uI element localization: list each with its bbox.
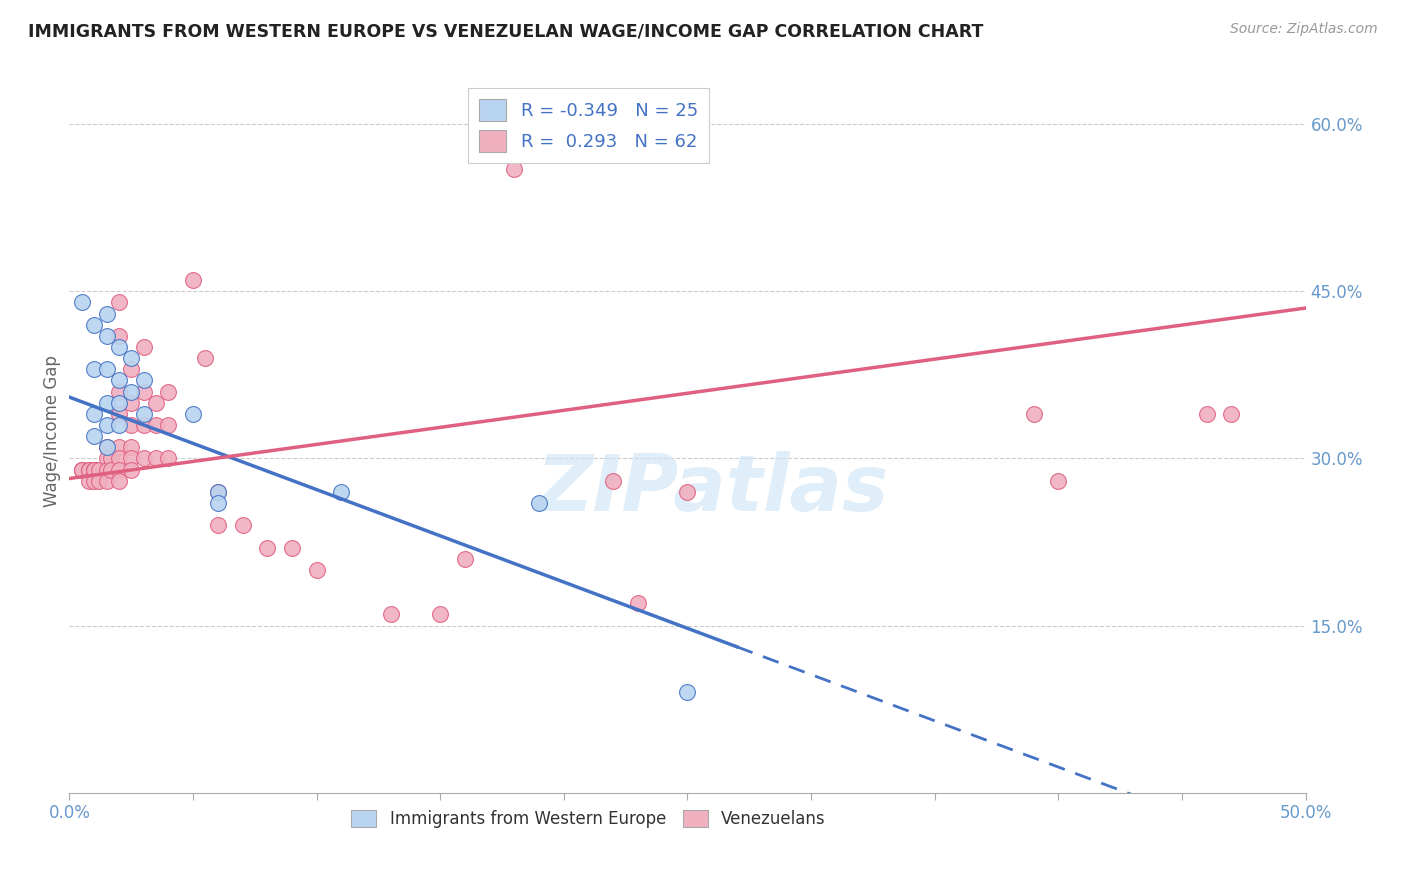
Point [1047,474,1070,488]
Point [108,462,131,476]
Point [87,462,110,476]
Point [132,451,155,466]
Point [70,462,93,476]
Point [120,417,142,432]
Point [676,685,699,699]
Point [207,518,229,533]
Point [108,451,131,466]
Point [87,474,110,488]
Point [132,374,155,388]
Point [108,329,131,343]
Point [70,295,93,310]
Point [83,429,105,443]
Point [108,374,131,388]
Point [70,462,93,476]
Point [108,407,131,421]
Point [83,474,105,488]
Point [96,307,118,321]
Text: IMMIGRANTS FROM WESTERN EUROPE VS VENEZUELAN WAGE/INCOME GAP CORRELATION CHART: IMMIGRANTS FROM WESTERN EUROPE VS VENEZU… [28,22,983,40]
Point [120,395,142,409]
Point [207,496,229,510]
Point [145,417,167,432]
Point [676,484,699,499]
Point [70,462,93,476]
Point [96,440,118,454]
Point [100,462,122,476]
Point [96,474,118,488]
Point [503,161,526,176]
Point [96,440,118,454]
Point [83,462,105,476]
Point [454,551,477,566]
Point [120,362,142,376]
Point [108,340,131,354]
Text: Source: ZipAtlas.com: Source: ZipAtlas.com [1230,22,1378,37]
Point [96,417,118,432]
Point [207,484,229,499]
Point [120,384,142,399]
Point [132,417,155,432]
Point [231,518,253,533]
Point [108,440,131,454]
Point [132,384,155,399]
Point [181,407,204,421]
Point [1220,407,1243,421]
Point [77,474,100,488]
Point [429,607,451,622]
Point [83,462,105,476]
Point [305,563,328,577]
Point [96,329,118,343]
Point [145,451,167,466]
Point [96,451,118,466]
Point [108,384,131,399]
Point [181,273,204,287]
Point [108,295,131,310]
Point [100,451,122,466]
Point [132,340,155,354]
Point [207,484,229,499]
Text: ZIPatlas: ZIPatlas [536,450,889,526]
Point [70,462,93,476]
Point [108,474,131,488]
Point [330,484,353,499]
Point [256,541,278,555]
Point [132,407,155,421]
Point [83,407,105,421]
Point [380,607,402,622]
Point [108,395,131,409]
Point [120,451,142,466]
Point [281,541,304,555]
Point [120,351,142,366]
Point [96,395,118,409]
Point [83,462,105,476]
Point [194,351,217,366]
Point [527,496,550,510]
Point [157,417,180,432]
Point [157,451,180,466]
Point [83,318,105,332]
Point [83,362,105,376]
Point [77,462,100,476]
Point [627,596,650,610]
Point [120,440,142,454]
Point [1022,407,1045,421]
Point [77,462,100,476]
Point [96,362,118,376]
Point [108,417,131,432]
Point [120,462,142,476]
Legend: Immigrants from Western Europe, Venezuelans: Immigrants from Western Europe, Venezuel… [344,804,832,835]
Y-axis label: Wage/Income Gap: Wage/Income Gap [44,355,60,507]
Point [1195,407,1218,421]
Point [157,384,180,399]
Point [145,395,167,409]
Point [602,474,624,488]
Point [96,462,118,476]
